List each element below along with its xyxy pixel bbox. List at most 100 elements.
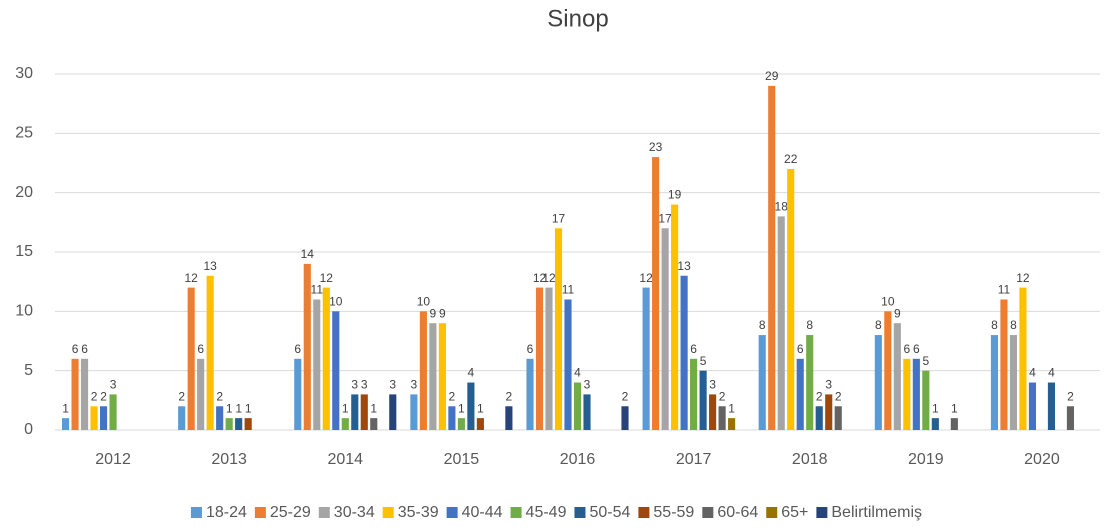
legend-label: 60-64: [717, 504, 758, 521]
y-tick-label: 30: [15, 65, 33, 82]
legend-label: 45-49: [526, 504, 567, 521]
bar: [884, 311, 892, 430]
data-label: 10: [881, 295, 895, 309]
bar: [448, 406, 456, 430]
data-label: 6: [797, 342, 804, 356]
data-label: 3: [709, 378, 716, 392]
legend-label: 65+: [781, 504, 808, 521]
bar: [206, 275, 214, 430]
bar: [178, 406, 186, 430]
bar: [429, 323, 437, 430]
data-label: 8: [875, 318, 882, 332]
bar: [874, 335, 882, 430]
data-label: 4: [468, 366, 475, 380]
data-label: 1: [728, 401, 735, 415]
legend-swatch: [510, 507, 522, 518]
bar: [235, 418, 243, 430]
legend-swatch: [254, 507, 266, 518]
x-tick-label: 2013: [211, 451, 247, 468]
data-label: 11: [562, 283, 575, 297]
data-label: 29: [765, 69, 779, 83]
bar: [1019, 287, 1027, 430]
data-label: 2: [178, 389, 185, 403]
data-label: 3: [411, 378, 418, 392]
bar: [389, 394, 397, 430]
data-label: 6: [81, 342, 88, 356]
bar: [1028, 382, 1037, 430]
legend-swatch: [318, 507, 330, 518]
x-tick-label: 2016: [560, 451, 596, 468]
bar: [777, 216, 785, 430]
data-label: 3: [825, 378, 832, 392]
x-tick-label: 2012: [95, 451, 131, 468]
bar: [535, 287, 544, 430]
bar: [922, 370, 930, 430]
data-label: 4: [574, 366, 581, 380]
bar: [564, 299, 572, 430]
data-label: 23: [649, 140, 663, 154]
data-label: 5: [700, 354, 707, 368]
bar: [505, 406, 513, 430]
data-label: 18: [775, 200, 789, 214]
data-label: 19: [668, 188, 682, 202]
legend-swatch: [446, 507, 458, 518]
bar: [457, 418, 465, 430]
bar: [332, 311, 340, 430]
data-label: 4: [1048, 366, 1055, 380]
bar: [341, 418, 349, 430]
bar: [351, 394, 359, 430]
data-label: 9: [430, 306, 437, 320]
data-label: 3: [389, 378, 396, 392]
data-label: 1: [62, 401, 69, 415]
data-label: 9: [894, 306, 901, 320]
data-label: 8: [806, 318, 813, 332]
bar: [370, 418, 378, 430]
y-tick-label: 0: [24, 421, 33, 438]
bar: [467, 382, 475, 430]
data-label: 2: [91, 389, 98, 403]
data-label: 1: [477, 401, 484, 415]
data-label: 1: [245, 401, 252, 415]
bar: [815, 406, 823, 430]
legend-label: 50-54: [589, 504, 630, 521]
bar: [109, 394, 117, 430]
bar: [652, 157, 660, 431]
bar: [825, 394, 833, 430]
data-label: 2: [449, 389, 456, 403]
data-label: 12: [1016, 271, 1030, 285]
legend-label: Belirtilmemiş: [831, 504, 922, 521]
data-label: 3: [110, 378, 117, 392]
bar: [912, 358, 920, 430]
x-tick-label: 2018: [792, 451, 828, 468]
bar: [709, 394, 717, 430]
bar: [1000, 299, 1008, 430]
bar: [806, 335, 814, 430]
legend-label: 18-24: [206, 504, 247, 521]
bar: [61, 418, 70, 430]
legend-label: 55-59: [653, 504, 694, 521]
y-tick-label: 25: [15, 125, 33, 142]
bar: [787, 168, 795, 430]
bar: [360, 394, 368, 430]
bar: [758, 335, 766, 430]
data-label: 10: [417, 295, 431, 309]
bar: [1066, 406, 1075, 430]
data-label: 6: [72, 342, 79, 356]
data-label: 2: [719, 389, 726, 403]
bar: [903, 358, 911, 430]
data-label: 11: [998, 283, 1011, 297]
bar: [313, 299, 321, 430]
legend-label: 30-34: [334, 504, 375, 521]
data-label: 1: [458, 401, 465, 415]
legend: 18-24 25-29 30-34 35-39 40-44 45-49 50-54 55-59…: [190, 504, 922, 521]
legend-label: 40-44: [462, 504, 503, 521]
y-tick-label: 20: [15, 184, 33, 201]
data-label: 2: [816, 389, 823, 403]
data-label: 9: [439, 306, 446, 320]
data-label: 13: [677, 259, 691, 273]
data-label: 1: [951, 401, 958, 415]
data-label: 2: [506, 389, 513, 403]
x-tick-label: 2019: [908, 451, 944, 468]
bar: [661, 228, 669, 430]
